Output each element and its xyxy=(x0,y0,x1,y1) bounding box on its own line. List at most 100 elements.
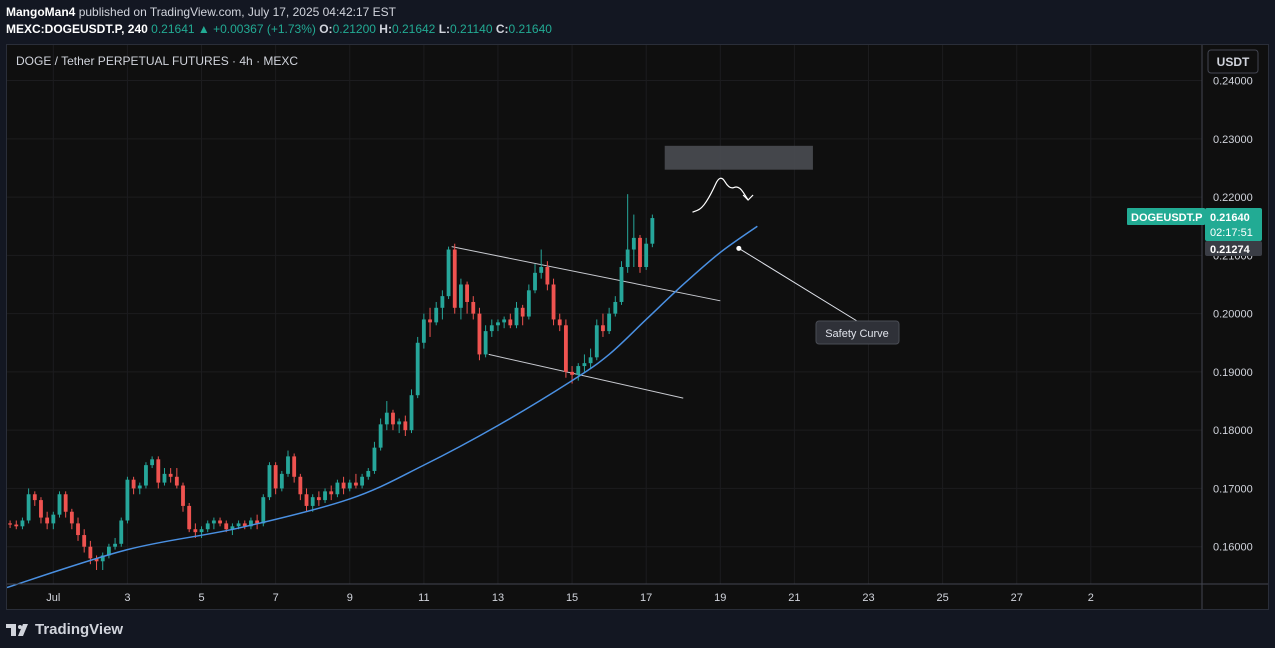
candle-body xyxy=(378,424,383,448)
candle-body xyxy=(230,526,235,530)
candle-body xyxy=(434,307,439,323)
candle-body xyxy=(551,284,556,320)
high-value: 0.21642 xyxy=(391,22,436,36)
candle-body xyxy=(415,342,420,396)
x-tick-label: 5 xyxy=(198,592,204,604)
candle-body xyxy=(459,284,463,308)
x-tick-label: 21 xyxy=(788,592,800,604)
candle-body xyxy=(32,494,37,501)
y-tick-label: 0.23000 xyxy=(1213,134,1253,146)
low-value: 0.21140 xyxy=(450,22,493,36)
candle-body xyxy=(440,296,445,308)
candle-body xyxy=(471,301,476,314)
candle-body xyxy=(298,476,303,495)
candle-body xyxy=(14,524,19,527)
y-tick-label: 0.16000 xyxy=(1213,542,1253,554)
open-value: 0.21200 xyxy=(332,22,376,36)
candle-body xyxy=(292,456,297,477)
candle-body xyxy=(156,459,161,483)
candle-body xyxy=(187,505,192,530)
tradingview-logo-text: TradingView xyxy=(35,621,124,638)
grid-layer xyxy=(7,45,1202,584)
candle-body xyxy=(224,523,229,530)
candle-body xyxy=(45,517,50,524)
candle-body xyxy=(39,500,43,518)
currency-button[interactable]: USDT xyxy=(1207,49,1259,74)
candle-body xyxy=(502,319,507,323)
price-chart[interactable]: 0.240000.230000.220000.210000.200000.190… xyxy=(6,45,1268,609)
safety-curve xyxy=(6,225,758,589)
author-name[interactable]: MangoMan4 xyxy=(6,5,76,19)
candle-body xyxy=(520,307,525,317)
safety-curve-anchor-dot xyxy=(736,245,742,251)
x-tick-label: 15 xyxy=(566,592,578,604)
open-label: O: xyxy=(319,22,333,36)
candle-body xyxy=(137,485,142,489)
candle-body xyxy=(483,331,488,355)
candle-body xyxy=(199,529,204,533)
drawing-layer xyxy=(451,145,813,399)
safety-curve-callout[interactable]: Safety Curve xyxy=(815,320,900,345)
y-tick-label: 0.24000 xyxy=(1213,76,1253,88)
chart-frame[interactable]: 0.24000 0.23000 0.22000 0.21000 0.20000 0.190… xyxy=(6,44,1269,610)
candle-body xyxy=(267,465,272,498)
y-tick-label: 0.17000 xyxy=(1213,483,1253,495)
y-tick-label: 0.22000 xyxy=(1213,192,1253,204)
curve-price-badge-value: 0.21274 xyxy=(1210,244,1251,256)
candle-body xyxy=(384,412,389,425)
candle-body xyxy=(181,485,185,506)
tradingview-logo[interactable]: TradingView xyxy=(6,621,123,638)
publication-line: MangoMan4 published on TradingView.com, … xyxy=(6,5,396,19)
candle-body xyxy=(409,395,414,431)
candle-body xyxy=(100,555,105,562)
candle-body xyxy=(588,357,593,364)
candle-body xyxy=(113,543,117,547)
candle-body xyxy=(625,249,630,268)
candle-body xyxy=(514,307,519,326)
candle-body xyxy=(397,421,402,425)
candle-body xyxy=(76,523,80,536)
candle-body xyxy=(601,325,605,332)
candle-body xyxy=(557,319,562,326)
candle-body xyxy=(341,482,346,489)
candle-body xyxy=(452,249,457,308)
chart-header: MangoMan4 published on TradingView.com, … xyxy=(0,0,1275,44)
candle-body xyxy=(329,491,334,495)
published-text: published on TradingView.com, July 17, 2… xyxy=(78,5,397,19)
x-tick-label: 27 xyxy=(1011,592,1023,604)
candle-body xyxy=(88,546,93,559)
candle-body xyxy=(360,476,365,486)
close-label: C: xyxy=(495,22,509,36)
candle-body xyxy=(249,520,253,527)
candle-body xyxy=(211,520,216,524)
safety-curve-label-box xyxy=(815,320,900,345)
symbol-badge-label: DOGEUSDT.P xyxy=(1131,212,1203,224)
candle-body xyxy=(20,520,25,527)
last-price: 0.21641 xyxy=(151,22,195,36)
x-tick-label: 25 xyxy=(936,592,948,604)
candle-body xyxy=(533,272,537,291)
x-tick-label: 11 xyxy=(418,592,429,604)
x-tick-label: 13 xyxy=(492,592,504,604)
candle-body xyxy=(255,520,260,524)
y-tick-label: 0.20000 xyxy=(1213,309,1253,321)
tradingview-logo-icon xyxy=(6,623,28,636)
x-tick-label: 19 xyxy=(714,592,726,604)
target-zone xyxy=(664,145,813,170)
candle-body xyxy=(477,313,482,355)
candle-body xyxy=(496,322,500,326)
candle-body xyxy=(539,267,544,273)
candle-body xyxy=(193,529,198,533)
overlay-layer xyxy=(6,177,858,589)
candle-body xyxy=(51,514,56,524)
candle-body xyxy=(619,267,624,302)
symbol-badge xyxy=(1127,208,1205,225)
close-value: 0.21640 xyxy=(508,22,552,36)
currency-button-label: USDT xyxy=(1217,55,1250,69)
candle-body xyxy=(174,476,179,486)
candle-body xyxy=(236,523,241,527)
candle-body xyxy=(335,482,340,495)
curve-price-badge xyxy=(1205,241,1262,256)
chart-title: DOGE / Tether PERPETUAL FUTURES · 4h · M… xyxy=(16,54,298,68)
last-price-badge xyxy=(1205,208,1262,241)
